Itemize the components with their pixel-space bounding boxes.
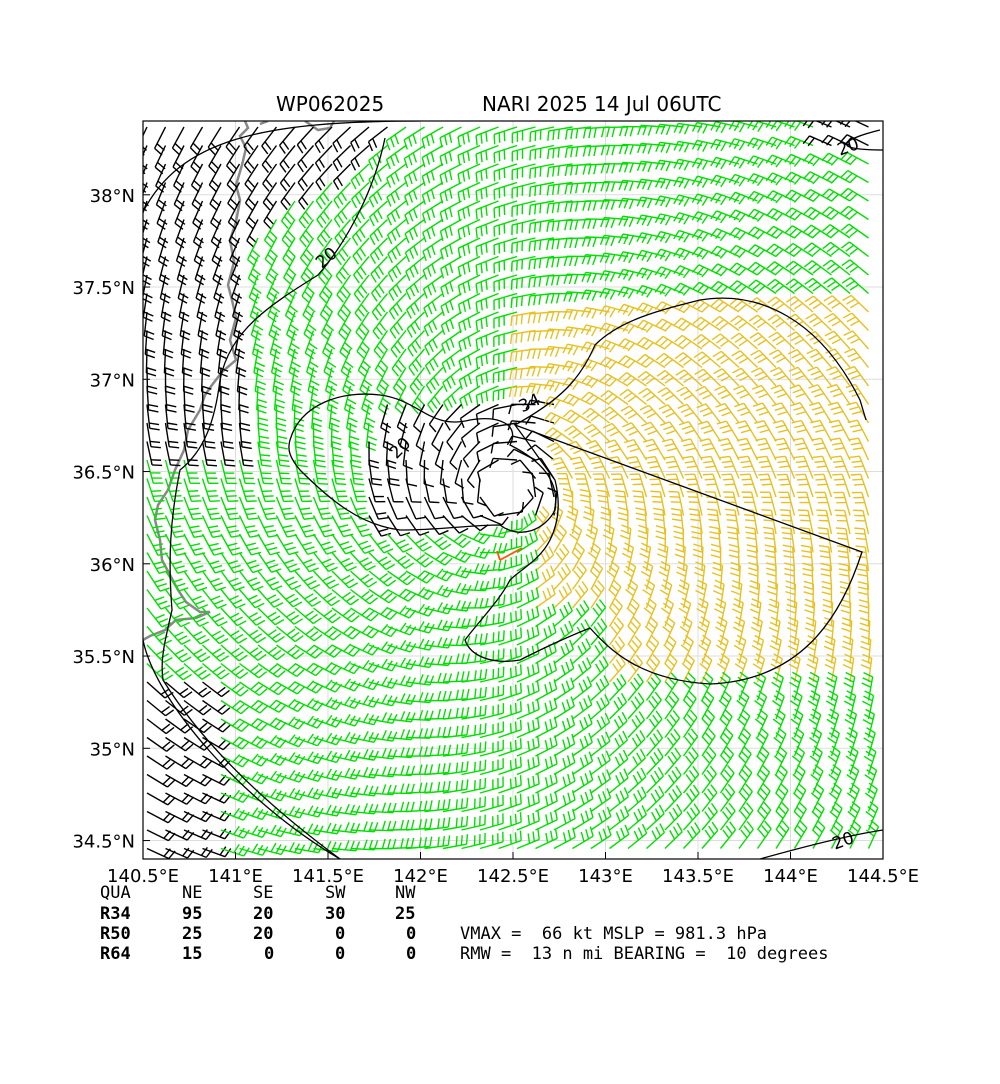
- r64-sw: 0: [335, 944, 345, 964]
- wind-radii-row-r64: R64 15 0 0 0: [100, 944, 420, 964]
- lat-tick-label: 37°N: [90, 370, 135, 391]
- header-ne: NE: [182, 883, 202, 903]
- storm-id-title: WP062025: [276, 92, 384, 116]
- lat-tick-label: 34.5°N: [72, 832, 135, 853]
- r50-sw: 0: [335, 924, 345, 944]
- r50-se: 20: [253, 924, 273, 944]
- wind-radii-row-r50: R50 25 20 0 0: [100, 924, 420, 944]
- lat-tick-label: 35.5°N: [72, 647, 135, 668]
- lon-tick-label: 144.5°E: [847, 866, 919, 887]
- header-nw: NW: [395, 883, 415, 903]
- r34-se: 20: [253, 904, 273, 924]
- intensity-line-2: RMW = 13 n mi BEARING = 10 degrees: [460, 944, 828, 964]
- r50-nw: 0: [406, 924, 416, 944]
- lon-tick-label: 143°E: [578, 866, 633, 887]
- r34-sw: 30: [325, 904, 345, 924]
- header-qua: QUA: [100, 883, 131, 903]
- r50-ne: 25: [182, 924, 202, 944]
- lat-tick-label: 38°N: [90, 186, 135, 207]
- lat-tick-label: 35°N: [90, 739, 135, 760]
- r34-nw: 25: [395, 904, 415, 924]
- row-label: R34: [100, 904, 131, 924]
- r64-ne: 15: [182, 944, 202, 964]
- r34-ne: 95: [182, 904, 202, 924]
- r64-nw: 0: [406, 944, 416, 964]
- header-sw: SW: [325, 883, 345, 903]
- row-label: R50: [100, 924, 131, 944]
- wind-radii-table: QUA NE SE SW NW R34 95 20 30 25 R50 25 2…: [100, 883, 420, 967]
- lon-tick-label: 142.5°E: [477, 866, 549, 887]
- intensity-line-1: VMAX = 66 kt MSLP = 981.3 hPa: [460, 924, 767, 944]
- wind-radii-row-r34: R34 95 20 30 25: [100, 904, 420, 924]
- row-label: R64: [100, 944, 131, 964]
- header-se: SE: [253, 883, 273, 903]
- wind-radii-header-row: QUA NE SE SW NW: [100, 883, 420, 903]
- lat-tick-label: 36°N: [90, 555, 135, 576]
- storm-info-title: NARI 2025 14 Jul 06UTC: [482, 92, 721, 116]
- r64-se: 0: [264, 944, 274, 964]
- lon-tick-label: 144°E: [763, 866, 818, 887]
- lat-tick-label: 37.5°N: [72, 278, 135, 299]
- lon-tick-label: 143.5°E: [662, 866, 734, 887]
- lat-tick-label: 36.5°N: [72, 463, 135, 484]
